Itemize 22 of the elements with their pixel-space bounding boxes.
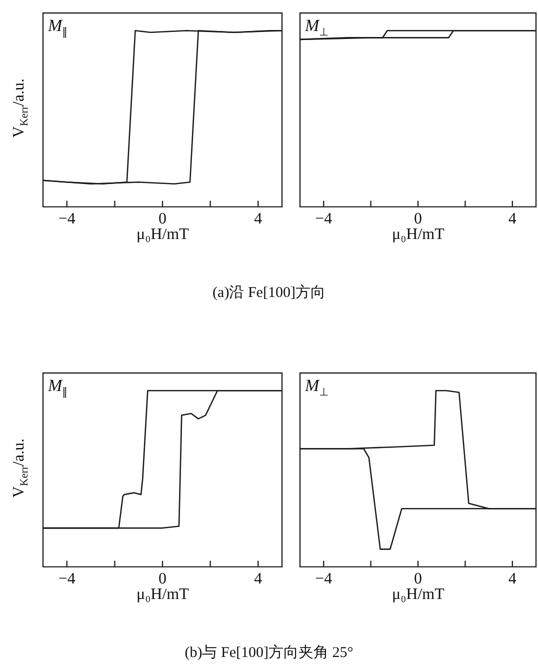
x-axis-title: μ₀H/mT [136,586,189,604]
x-tick-label: 4 [508,570,516,588]
text: (b)与 Fe[100]方向夹角 25° [184,643,354,662]
x-tick-label: 0 [158,210,166,228]
chart-title: M$_{∥}$ [48,16,68,38]
x-tick-label: −4 [315,210,332,228]
x-tick-label: 0 [158,570,166,588]
x-tick-label: 4 [254,570,262,588]
chart-title: M$_{∥}$ [48,376,68,398]
x-axis-title: μ₀H/mT [392,586,444,604]
x-tick-label: 4 [254,210,262,228]
x-tick-label: 0 [414,570,422,588]
x-axis-title: μ₀H/mT [136,226,189,244]
x-tick-label: −4 [58,210,76,228]
chart-title: M$_{⊥}$ [305,376,330,398]
x-tick-label: 4 [508,210,516,228]
x-tick-label: 0 [414,210,422,228]
chart-title: M$_{⊥}$ [305,16,330,38]
x-axis-title: μ₀H/mT [392,226,444,244]
x-tick-label: −4 [315,570,332,588]
x-tick-label: −4 [58,570,76,588]
text: (a)沿 Fe[100]方向 [212,283,326,302]
